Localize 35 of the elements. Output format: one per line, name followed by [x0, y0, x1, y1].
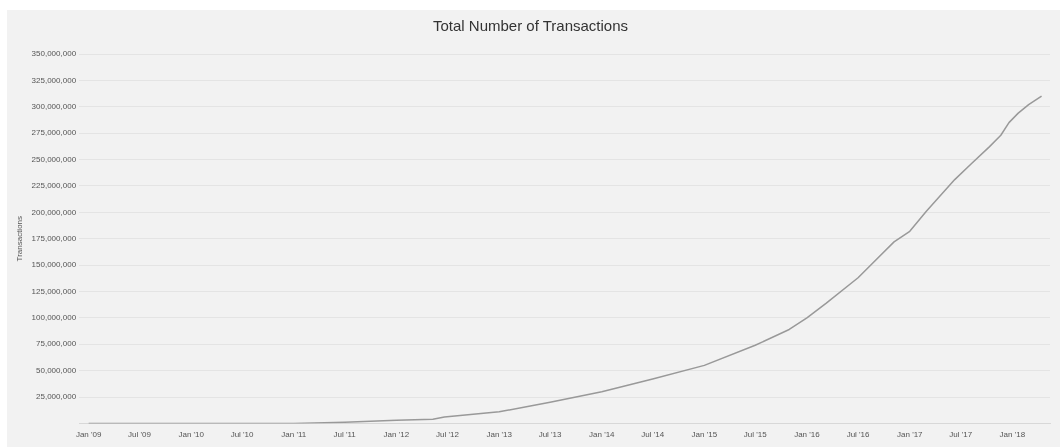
x-tick-label: Jan '18	[999, 430, 1026, 440]
y-tick-label: 50,000,000	[36, 365, 77, 375]
y-tick-label: 100,000,000	[31, 313, 77, 323]
x-tick-label: Jan '14	[589, 430, 616, 440]
y-tick-label: 350,000,000	[31, 49, 77, 59]
y-tick-label: 275,000,000	[31, 128, 77, 138]
y-axis-title: Transactions	[15, 215, 24, 262]
x-tick-label: Jul '12	[436, 430, 460, 440]
x-tick-label: Jan '15	[691, 430, 718, 440]
y-tick-label: 125,000,000	[31, 286, 77, 296]
y-tick-label: 200,000,000	[31, 207, 77, 217]
x-tick-label: Jan '09	[75, 430, 102, 440]
x-tick-label: Jan '17	[897, 430, 924, 440]
x-tick-label: Jan '12	[383, 430, 410, 440]
y-tick-label: 25,000,000	[36, 392, 77, 402]
y-tick-label: 300,000,000	[31, 101, 77, 111]
x-tick-label: Jul '16	[846, 430, 871, 440]
y-tick-label: 325,000,000	[31, 75, 77, 85]
chart-title: Total Number of Transactions	[432, 17, 629, 35]
x-tick-label: Jul '09	[128, 430, 152, 440]
y-tick-label: 175,000,000	[31, 233, 77, 243]
x-tick-label: Jan '16	[794, 430, 821, 440]
x-tick-label: Jan '11	[281, 430, 307, 440]
y-tick-label: 225,000,000	[31, 181, 77, 191]
y-tick-label: 250,000,000	[31, 154, 77, 164]
y-tick-label: 75,000,000	[36, 339, 77, 349]
x-tick-label: Jul '14	[641, 430, 665, 440]
x-tick-label: Jul '15	[743, 430, 768, 440]
x-tick-label: Jul '13	[538, 430, 563, 440]
x-tick-label: Jan '13	[486, 430, 513, 440]
x-tick-label: Jul '11	[333, 430, 357, 440]
x-tick-label: Jul '10	[230, 430, 255, 440]
y-tick-label: 150,000,000	[31, 260, 77, 270]
x-tick-label: Jul '17	[949, 430, 973, 440]
x-tick-label: Jan '10	[178, 430, 205, 440]
